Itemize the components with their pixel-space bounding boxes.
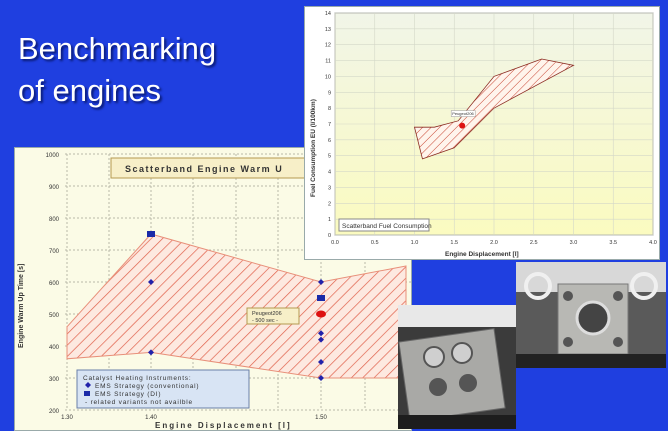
fuel-x-tick-label: 3.0	[570, 240, 578, 246]
fuel-y-tick-label: 0	[328, 233, 331, 239]
warmup-x-tick-label: 1.50	[315, 415, 327, 421]
fuel-x-tick-label: 0.0	[331, 240, 339, 246]
warmup-y-tick-label: 700	[49, 249, 60, 255]
fuel-x-tick-label: 1.5	[450, 240, 458, 246]
fuel-y-tick-label: 14	[325, 11, 331, 17]
fuel-y-label: Fuel Consumption EU (l/100km)	[310, 99, 317, 197]
warmup-point-di	[317, 295, 325, 301]
warmup-legend-heading: Catalyst Heating Instruments:	[83, 375, 191, 382]
warmup-y-tick-label: 500	[49, 313, 60, 319]
slide-title-line-1: Benchmarking	[18, 31, 217, 66]
cylinder-head-photo	[398, 305, 516, 429]
warmup-y-tick-label: 200	[49, 409, 60, 415]
slide-title-line-2: of engines	[18, 73, 162, 108]
warmup-point-conventional	[148, 279, 154, 285]
warmup-highlight-label: Peugeot206	[252, 311, 282, 317]
fuel-x-tick-label: 0.5	[371, 240, 379, 246]
fuel-y-tick-label: 1	[328, 217, 331, 223]
fuel-x-tick-label: 4.0	[649, 240, 657, 246]
fuel-x-tick-label: 2.0	[490, 240, 498, 246]
fuel-y-tick-label: 2	[328, 201, 331, 207]
fuel-y-tick-label: 11	[325, 59, 331, 65]
fuel-y-tick-label: 10	[325, 74, 331, 80]
warmup-point-conventional	[318, 359, 324, 365]
warmup-highlight-box	[246, 307, 300, 325]
warmup-point-conventional	[318, 336, 324, 343]
warmup-x-label: Engine Displacement [l]	[155, 421, 292, 430]
fuel-y-tick-label: 9	[328, 90, 331, 96]
legend-conventional-marker	[85, 382, 91, 388]
warmup-point-conventional	[318, 375, 324, 381]
fuel-y-tick-label: 12	[325, 43, 331, 49]
fuel-x-tick-label: 1.0	[411, 240, 419, 246]
warmup-point-conventional	[148, 349, 154, 356]
fuel-y-tick-label: 3	[328, 185, 331, 191]
fuel-y-tick-label: 7	[328, 122, 331, 128]
fuel-x-tick-label: 3.5	[609, 240, 617, 246]
warmup-legend-item-di: EMS Strategy (DI)	[95, 391, 161, 398]
warmup-x-tick-label: 1.30	[61, 415, 73, 421]
fuel-y-tick-label: 6	[328, 138, 331, 144]
fuel-y-tick-label: 8	[328, 106, 331, 112]
fuel-y-tick-label: 4	[328, 170, 331, 176]
fuel-scatterband	[413, 58, 575, 160]
slide-title: Benchmarking of engines	[18, 28, 216, 112]
warmup-chart-title: Scatterband Engine Warm U	[125, 164, 283, 174]
fuel-highlight-box	[450, 110, 476, 117]
warmup-legend-item-variants: - related variants not availble	[85, 399, 193, 406]
warmup-x-tick-label: 1.40	[145, 415, 157, 421]
warmup-point-conventional	[318, 279, 324, 285]
warmup-highlight-point	[316, 310, 326, 318]
warmup-y-tick-label: 1000	[46, 153, 60, 159]
warmup-highlight-sublabel: - 500 sec -	[252, 318, 278, 324]
legend-di-marker	[84, 391, 90, 396]
fuel-chart: 0 1 2 3 4 5 6 7 8 9 10 11 12 13 14 0.0 0.5 1.0 1.5 2.0 2.5 3.…	[304, 6, 660, 260]
warmup-legend-item-conventional: EMS Strategy (conventional)	[95, 383, 199, 390]
fuel-y-tick-label: 13	[325, 27, 331, 33]
warmup-y-tick-label: 900	[49, 185, 60, 191]
warmup-point-conventional	[318, 330, 324, 337]
warmup-y-label: Engine Warm Up Time [s]	[18, 264, 25, 348]
fuel-chart-title: Scatterband Fuel Consumption	[342, 223, 432, 230]
fuel-highlight-label: Peugeot206	[452, 111, 474, 116]
fuel-highlight-point	[459, 122, 466, 129]
fuel-x-label: Engine Displacement [l]	[445, 251, 519, 258]
engine-block-photo	[516, 262, 666, 368]
warmup-y-tick-label: 800	[49, 217, 60, 223]
warmup-legend	[76, 369, 250, 409]
fuel-x-tick-label: 2.5	[530, 240, 538, 246]
fuel-y-tick-label: 5	[328, 154, 331, 160]
warmup-y-tick-label: 300	[49, 377, 60, 383]
warmup-point-di	[147, 231, 155, 237]
warmup-y-tick-label: 400	[49, 345, 60, 351]
fuel-title-box	[338, 218, 430, 232]
warmup-y-tick-label: 600	[49, 281, 60, 287]
